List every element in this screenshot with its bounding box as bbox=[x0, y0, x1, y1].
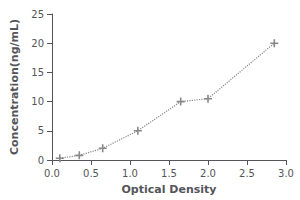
svg-text:25: 25 bbox=[31, 9, 44, 20]
svg-text:0.0: 0.0 bbox=[44, 168, 60, 179]
svg-text:3.0: 3.0 bbox=[278, 168, 294, 179]
svg-text:1.0: 1.0 bbox=[122, 168, 138, 179]
svg-text:15: 15 bbox=[31, 67, 44, 78]
svg-text:Optical Density: Optical Density bbox=[122, 183, 217, 196]
svg-text:2.5: 2.5 bbox=[239, 168, 255, 179]
svg-text:5: 5 bbox=[38, 125, 44, 136]
svg-text:Concentration(ng/mL): Concentration(ng/mL) bbox=[8, 19, 21, 155]
svg-text:0: 0 bbox=[38, 155, 44, 166]
svg-text:1.5: 1.5 bbox=[161, 168, 177, 179]
svg-text:0.5: 0.5 bbox=[83, 168, 99, 179]
svg-text:20: 20 bbox=[31, 38, 44, 49]
svg-text:10: 10 bbox=[31, 96, 44, 107]
svg-text:2.0: 2.0 bbox=[200, 168, 216, 179]
